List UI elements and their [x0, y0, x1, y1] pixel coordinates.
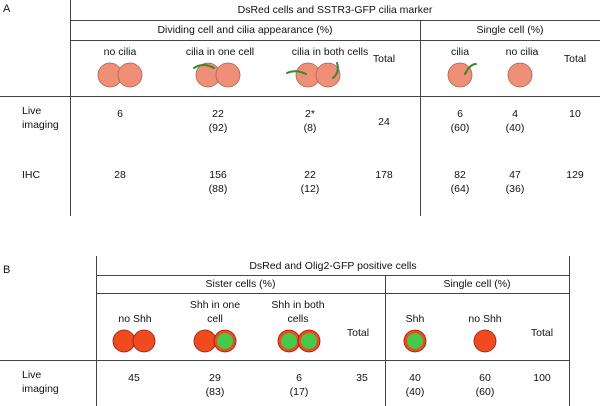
panel-a-ihc-cilia-one: 156 (88) [208, 169, 228, 195]
panel-b-body-line [0, 360, 570, 361]
panel-b-col-shh: Shh [405, 313, 425, 325]
panel-b-live-shh: 40 (40) [405, 372, 425, 398]
panel-b-live-shh-one: 29 (83) [205, 372, 225, 398]
panel-b-live-single-total: 100 [533, 372, 551, 384]
panel-b-live-shh-both: 6 (17) [289, 372, 309, 398]
panel-b-row-live-label: Live imaging [22, 369, 59, 395]
panel-a-live-cilia-both: 2* (8) [303, 108, 317, 134]
no-cilia-single-cell-icon [507, 62, 533, 88]
panel-b-header: DsRed and Olig2-GFP positive cells [249, 260, 417, 272]
panel-a-ihc-cilia: 82 (64) [450, 169, 470, 195]
cilia-single-cell-icon [447, 62, 477, 88]
panel-b-group-sister: Sister cells (%) [205, 278, 276, 290]
shh-one-cell-pair-icon [193, 329, 237, 353]
panel-a-col-single-no-cilia: no cilia [505, 46, 539, 58]
panel-b-group-single: Single cell (%) [443, 278, 511, 290]
panel-a-ihc-no-cilia: 28 [114, 169, 126, 181]
panel-b-col-no-shh: no Shh [118, 313, 152, 325]
panel-a-header-line [70, 20, 600, 21]
panel-a-group-dividing: Dividing cell and cilia appearance (%) [157, 24, 333, 36]
panel-a-live-cilia-one: 22 (92) [208, 108, 228, 134]
panel-b-live-single-no-shh: 60 (60) [475, 372, 495, 398]
panel-a-row-ihc-label: IHC [22, 169, 41, 181]
shh-single-cell-icon [403, 329, 427, 353]
panel-a-cell-icons [97, 62, 533, 88]
cilia-both-cell-pair-icon [286, 62, 341, 88]
panel-b-right-border [569, 256, 570, 406]
panel-a-ihc-single-no-cilia: 47 (36) [505, 169, 525, 195]
panel-a-header: DsRed cells and SSTR3-GFP cilia marker [237, 4, 433, 16]
panel-b-group-line [96, 293, 570, 294]
panel-b-divider-vertical [96, 256, 97, 406]
panel-a-live-no-cilia: 6 [117, 108, 123, 120]
no-shh-cell-pair-icon [112, 329, 156, 353]
panel-a-ihc-single-total: 129 [566, 169, 584, 181]
panel-a-letter: A [3, 3, 11, 15]
panel-b-live-total: 35 [356, 372, 368, 384]
panel-a-col-single-total: Total [563, 53, 587, 65]
panel-a-live-cilia: 6 (60) [450, 108, 470, 134]
panel-a-group-line [70, 40, 600, 41]
panel-a-col-cilia-one: cilia in one cell [185, 46, 255, 58]
panel-b-col-shh-both: Shh in both cells [271, 299, 325, 325]
panel-a-divider-vertical [70, 0, 71, 216]
panel-b-header-line [96, 275, 570, 276]
panel-a-row-live-label: Live imaging [22, 105, 59, 131]
panel-a-live-total: 24 [378, 116, 390, 128]
panel-b-col-total: Total [346, 327, 370, 339]
shh-both-cell-pair-icon [277, 329, 321, 353]
panel-a-group-single: Single cell (%) [476, 24, 544, 36]
panel-b-group-divider [385, 275, 386, 406]
no-shh-single-cell-icon [473, 329, 497, 353]
panel-a-group-divider [420, 20, 421, 216]
panel-a-col-cilia: cilia [450, 46, 470, 58]
panel-a-live-single-total: 10 [569, 108, 581, 120]
panel-a-col-total: Total [372, 53, 396, 65]
panel-a-ihc-total: 178 [375, 169, 393, 181]
panel-b-col-shh-one: Shh in one cell [189, 299, 241, 325]
panel-b-letter: B [3, 264, 11, 276]
panel-b-live-no-shh: 45 [128, 372, 140, 384]
no-cilia-cell-pair-icon [97, 62, 143, 88]
panel-a-ihc-cilia-both: 22 (12) [300, 169, 320, 195]
panel-a-body-line [0, 96, 600, 97]
panel-a-live-single-no-cilia: 4 (40) [505, 108, 525, 134]
panel-b-col-single-total: Total [530, 327, 554, 339]
panel-b-col-single-no-shh: no Shh [468, 313, 502, 325]
panel-a-col-no-cilia: no cilia [103, 46, 137, 58]
panel-a-col-cilia-both: cilia in both cells [291, 46, 369, 58]
cilia-one-cell-pair-icon [193, 62, 241, 88]
